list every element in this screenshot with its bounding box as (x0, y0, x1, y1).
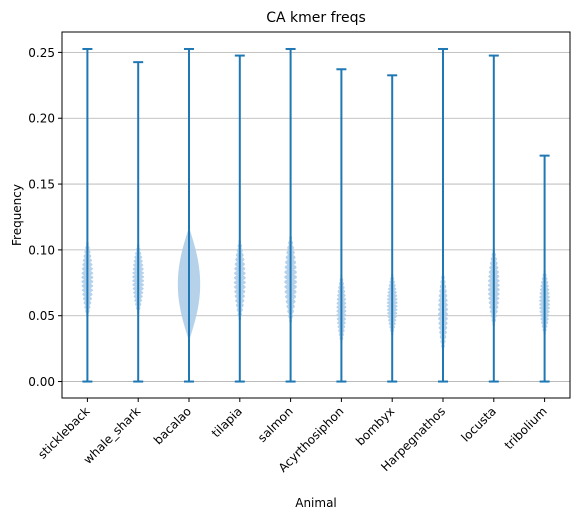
y-tick-label: 0.00 (28, 375, 55, 389)
plot-area (62, 32, 570, 398)
violin-whiskers (82, 47, 550, 383)
y-tick-label: 0.10 (28, 243, 55, 257)
y-tick-label: 0.20 (28, 112, 55, 126)
y-tick-label: 0.15 (28, 178, 55, 192)
y-tick-label: 0.25 (28, 46, 55, 60)
chart-title: CA kmer freqs (266, 10, 366, 26)
y-axis-label: Frequency (10, 184, 24, 246)
y-axis: 0.00 0.05 0.10 0.15 0.20 0.25 (28, 46, 62, 389)
gridlines (62, 52, 570, 382)
plot-frame (61, 31, 571, 399)
y-tick-label: 0.05 (28, 309, 55, 323)
x-axis-label: Animal (295, 496, 337, 510)
